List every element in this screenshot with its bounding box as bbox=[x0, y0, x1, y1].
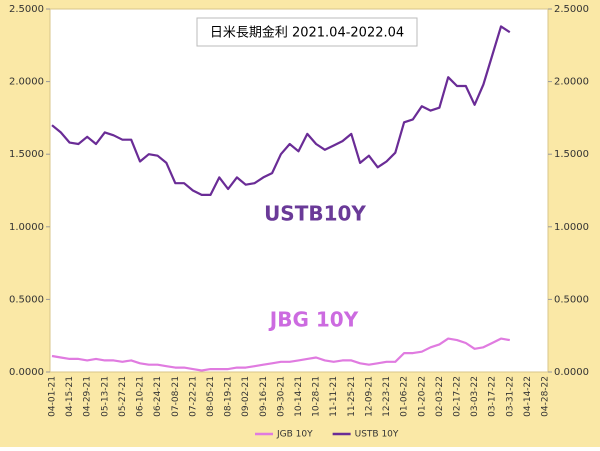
x-tick-label: 09-16-21 bbox=[259, 376, 269, 417]
x-tick-label: 03-03-22 bbox=[470, 376, 480, 417]
x-tick-label: 04-29-21 bbox=[83, 376, 93, 417]
annotation-box bbox=[264, 304, 364, 336]
x-tick-label: 12-23-21 bbox=[382, 376, 392, 417]
y2-tick-label: 1.0000 bbox=[554, 222, 589, 233]
x-tick-label: 04-15-21 bbox=[65, 376, 75, 417]
x-tick-label: 09-30-21 bbox=[276, 376, 286, 417]
x-tick-label: 11-25-21 bbox=[347, 376, 357, 417]
x-tick-label: 02-17-22 bbox=[452, 376, 462, 417]
x-tick-label: 02-03-22 bbox=[435, 376, 445, 417]
y-tick-label: 1.5000 bbox=[9, 149, 44, 160]
y-tick-label: 0.0000 bbox=[9, 367, 44, 378]
legend-label: USTB 10Y bbox=[355, 430, 399, 440]
x-tick-label: 10-28-21 bbox=[312, 376, 322, 417]
x-tick-label: 04-14-22 bbox=[523, 376, 533, 417]
x-tick-label: 04-01-21 bbox=[48, 376, 58, 417]
x-tick-label: 06-24-21 bbox=[153, 376, 163, 417]
title-box bbox=[196, 17, 418, 47]
x-tick-label: 07-22-21 bbox=[188, 376, 198, 417]
series-line bbox=[51, 25, 511, 196]
x-tick-label: 01-20-22 bbox=[417, 376, 427, 417]
x-tick-label: 04-28-22 bbox=[541, 376, 551, 417]
y-tick-label: 1.0000 bbox=[9, 222, 44, 233]
annotation: JBG 10Y bbox=[268, 308, 359, 332]
x-tick-label: 10-14-21 bbox=[294, 376, 304, 417]
y2-tick-label: 1.5000 bbox=[554, 149, 589, 160]
annotation: USTB10Y bbox=[264, 202, 366, 226]
series-line bbox=[51, 337, 510, 372]
x-tick-label: 07-08-21 bbox=[171, 376, 181, 417]
y-tick-label: 2.0000 bbox=[9, 77, 44, 88]
x-tick-label: 08-19-21 bbox=[224, 376, 234, 417]
x-tick-label: 12-09-21 bbox=[364, 376, 374, 417]
x-tick-label: 11-11-21 bbox=[329, 376, 339, 417]
x-tick-label: 05-13-21 bbox=[100, 376, 110, 417]
y2-tick-label: 0.5000 bbox=[554, 294, 589, 305]
x-tick-label: 03-17-22 bbox=[488, 376, 498, 417]
x-tick-label: 03-31-22 bbox=[505, 376, 515, 417]
y2-tick-label: 0.0000 bbox=[554, 367, 589, 378]
x-tick-label: 06-10-21 bbox=[136, 376, 146, 417]
legend-label: JGB 10Y bbox=[276, 430, 313, 440]
y2-tick-label: 2.0000 bbox=[554, 77, 589, 88]
annotation-box bbox=[262, 198, 368, 230]
x-tick-label: 08-05-21 bbox=[206, 376, 216, 417]
y-tick-label: 2.5000 bbox=[9, 4, 44, 15]
x-tick-label: 05-27-21 bbox=[118, 376, 128, 417]
y2-tick-label: 2.5000 bbox=[554, 4, 589, 15]
chart-title: 日米長期金利 2021.04-2022.04 bbox=[210, 25, 404, 41]
y-tick-label: 0.5000 bbox=[9, 294, 44, 305]
x-tick-label: 01-06-22 bbox=[400, 376, 410, 417]
x-tick-label: 09-02-21 bbox=[241, 376, 251, 417]
